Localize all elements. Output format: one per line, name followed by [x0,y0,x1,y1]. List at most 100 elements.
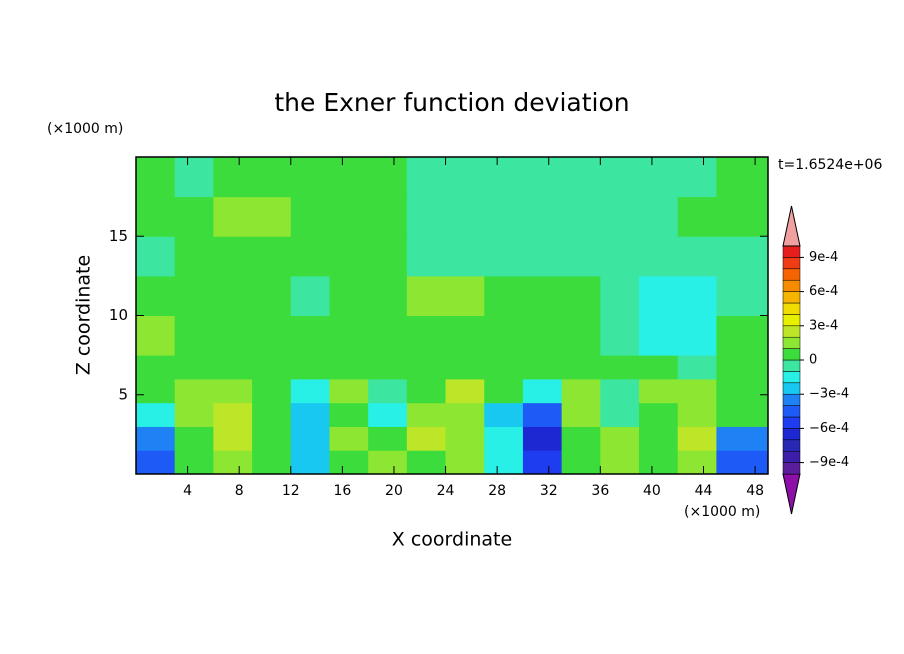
contour-cell [368,355,408,380]
contour-cell [252,236,292,277]
colorbar-tick-label: 6e-4 [809,284,838,299]
contour-cell [522,402,563,427]
contour-cell [368,378,408,404]
y-tick-label: 5 [118,385,128,403]
contour-cell [406,196,447,237]
contour-cell [368,196,408,237]
contour-cell [252,426,292,451]
contour-cell [445,402,485,427]
contour-cell [445,196,485,237]
contour-cell [677,275,717,316]
contour-cell [290,157,330,198]
x-tick-label: 40 [643,483,661,499]
colorbar-box [782,279,801,292]
contour-cell [368,236,408,277]
contour-cell [677,236,717,277]
colorbar-box [782,325,801,338]
colorbar-box [782,405,801,418]
colorbar-tick-label: −6e-4 [809,421,849,436]
contour-cell [213,315,253,356]
contour-cell [136,275,176,316]
contour-cell [329,378,369,404]
y-axis-label: Z coordinate [73,255,95,375]
contour-cell [329,402,369,427]
colorbar-box [782,416,801,429]
contour-cell [716,355,769,380]
contour-cell [136,378,176,404]
colorbar-box [782,336,801,349]
contour-cell [561,378,601,404]
contour-cell [561,355,601,380]
chart-title: the Exner function deviation [274,88,629,117]
contour-cell [406,315,447,356]
contour-cell [368,450,408,475]
colorbar-box [782,302,801,315]
contour-cell [252,315,292,356]
x-tick-label: 16 [333,483,351,499]
contour-cell [252,355,292,380]
colorbar-box [782,462,801,475]
contour-cell [716,157,769,198]
contour-cell [252,275,292,316]
contour-cell [174,450,214,475]
contour-cell [252,402,292,427]
contour-cell [639,450,679,475]
contour-cell [484,315,524,356]
colorbar-tick-label: 9e-4 [809,250,838,265]
contour-cell [174,157,214,198]
contour-cell [406,378,447,404]
colorbar-box [782,428,801,441]
contour-cell [136,402,176,427]
contour-cell [716,196,769,237]
contour-cell [406,236,447,277]
colorbar-box [782,382,801,395]
contour-cell [677,450,717,475]
contour-cell [716,315,769,356]
contour-cell [368,157,408,198]
contour-cell [561,450,601,475]
contour-cell [561,315,601,356]
contour-cell [445,378,485,404]
contour-cell [677,355,717,380]
x-tick-label: 44 [695,483,713,499]
contour-cell [484,378,524,404]
contour-cell [329,450,369,475]
contour-cell [639,196,679,237]
contour-cell [484,426,524,451]
contour-cell [639,157,679,198]
colorbar-box [782,450,801,463]
contour-cell [639,402,679,427]
contour-cell [445,355,485,380]
contour-cell [561,275,601,316]
contour-cell [290,315,330,356]
x-tick-label: 20 [385,483,403,499]
colorbar-tick-label: 0 [809,353,817,368]
contour-cell [600,275,640,316]
colorbar-box [782,393,801,406]
contour-cell [213,426,253,451]
colorbar-tick-label: −9e-4 [809,455,849,470]
contour-cell [174,315,214,356]
contour-cell [252,378,292,404]
contour-cell [329,236,369,277]
contour-cell [136,355,176,380]
contour-cell [445,426,485,451]
contour-cell [290,402,330,427]
x-tick-label: 36 [591,483,609,499]
contour-cell [522,426,563,451]
contour-cell [329,275,369,316]
contour-cell [290,275,330,316]
contour-cell [406,450,447,475]
contour-cell [561,402,601,427]
contour-cell [522,275,563,316]
y-tick-label: 10 [109,306,128,324]
contour-cell [600,315,640,356]
contour-cell [639,355,679,380]
colorbar-box [782,348,801,361]
contour-cell [368,275,408,316]
contour-cell [600,378,640,404]
colorbar-box [782,359,801,372]
contour-cell [677,426,717,451]
contour-cell [561,196,601,237]
